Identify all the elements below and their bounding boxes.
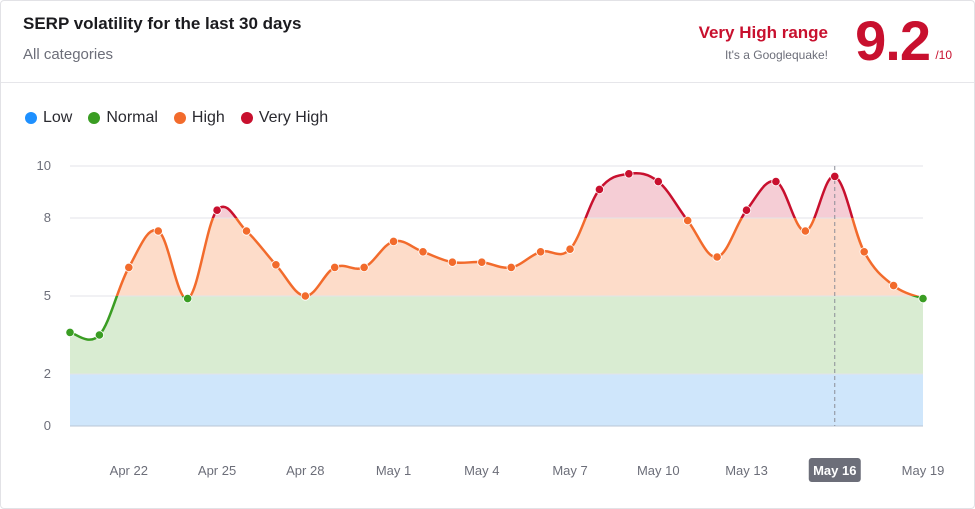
x-tick-label: May 16 bbox=[813, 463, 856, 478]
x-tick-label: May 1 bbox=[376, 463, 411, 478]
legend-label-very-high: Very High bbox=[258, 109, 329, 126]
legend-label-low: Low bbox=[43, 109, 73, 126]
x-tick-label: May 10 bbox=[637, 463, 680, 478]
y-tick-label: 0 bbox=[44, 418, 51, 433]
band-fill-very-high bbox=[70, 173, 923, 218]
data-point bbox=[859, 247, 869, 257]
data-point bbox=[359, 262, 369, 273]
data-point bbox=[477, 257, 487, 267]
data-point bbox=[712, 252, 722, 262]
legend-item-low[interactable]: Low bbox=[25, 109, 72, 127]
volatility-chart: 0 2 5 8 10 Apr 22 Apr 25 Apr 28 May 1 May 4 May 7 M… bbox=[37, 158, 945, 482]
data-point bbox=[565, 244, 575, 254]
data-point bbox=[183, 294, 193, 304]
data-point bbox=[447, 257, 457, 267]
legend-dot-low bbox=[25, 112, 37, 124]
x-tick-label: May 7 bbox=[552, 463, 587, 478]
x-tick-label: Apr 22 bbox=[110, 463, 148, 478]
y-tick-label: 2 bbox=[44, 366, 51, 381]
data-point bbox=[212, 205, 222, 215]
line-high bbox=[115, 218, 920, 296]
data-point bbox=[653, 176, 663, 187]
data-point bbox=[330, 262, 340, 273]
band-fill-low bbox=[70, 374, 923, 426]
data-point bbox=[153, 226, 163, 236]
legend-label-high: High bbox=[191, 109, 225, 126]
data-point bbox=[888, 281, 899, 291]
data-point bbox=[536, 247, 546, 257]
card-title: SERP volatility for the last 30 days bbox=[23, 14, 302, 33]
volatility-score: 9.2 bbox=[855, 9, 931, 72]
data-point bbox=[683, 216, 693, 226]
data-point bbox=[506, 262, 516, 273]
x-tick-label: Apr 28 bbox=[286, 463, 324, 478]
data-point bbox=[800, 226, 810, 236]
legend-item-normal[interactable]: Normal bbox=[88, 109, 158, 127]
x-tick-label: May 19 bbox=[902, 463, 945, 478]
data-point bbox=[300, 291, 310, 301]
y-tick-label: 10 bbox=[37, 158, 51, 173]
x-tick-label: Apr 25 bbox=[198, 463, 236, 478]
data-point bbox=[388, 236, 399, 247]
range-note: It's a Googlequake! bbox=[724, 48, 828, 62]
legend-dot-very-high bbox=[240, 112, 253, 124]
data-point bbox=[771, 176, 781, 187]
volatility-score-max: /10 bbox=[935, 48, 952, 62]
x-tick-label: May 4 bbox=[464, 463, 499, 478]
card-header: SERP volatility for the last 30 days All… bbox=[1, 1, 974, 83]
data-point bbox=[741, 205, 752, 215]
data-point bbox=[830, 171, 840, 182]
data-point bbox=[94, 330, 105, 340]
legend-label-normal: Normal bbox=[106, 109, 158, 126]
chart-legend: Low Normal High Very High bbox=[25, 109, 328, 127]
data-point bbox=[241, 226, 252, 236]
band-fill-normal bbox=[70, 296, 923, 374]
legend-item-high[interactable]: High bbox=[173, 109, 225, 127]
legend-dot-high bbox=[173, 112, 186, 124]
range-label: Very High range bbox=[698, 23, 828, 42]
data-point bbox=[124, 262, 134, 273]
data-point bbox=[918, 294, 928, 304]
y-tick-label: 5 bbox=[44, 288, 51, 303]
data-point bbox=[624, 169, 634, 179]
band-fill-high bbox=[70, 218, 923, 296]
data-point bbox=[271, 260, 281, 270]
data-point bbox=[65, 327, 75, 337]
data-point bbox=[418, 247, 428, 257]
legend-item-very-high[interactable]: Very High bbox=[240, 109, 329, 127]
data-point bbox=[594, 184, 605, 195]
y-tick-label: 8 bbox=[44, 210, 51, 225]
x-tick-label: May 13 bbox=[725, 463, 768, 478]
x-tick-highlight bbox=[808, 458, 861, 482]
line-very-high bbox=[211, 171, 854, 218]
category-label: All categories bbox=[23, 46, 114, 63]
legend-dot-normal bbox=[88, 112, 101, 124]
